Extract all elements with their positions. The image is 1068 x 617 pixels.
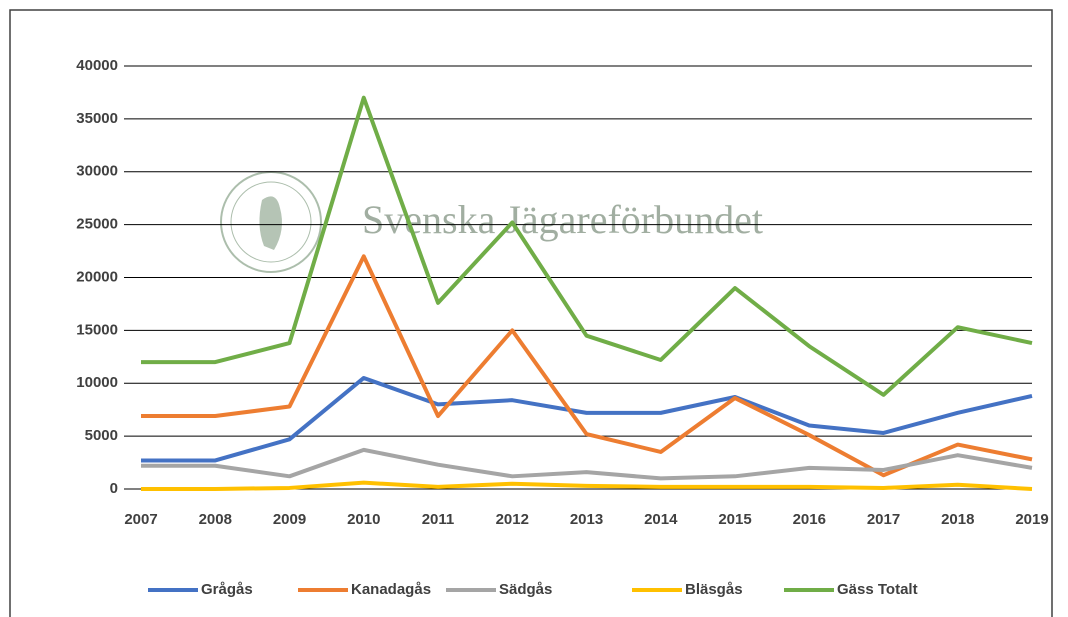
x-tick-label: 2009 bbox=[273, 511, 306, 528]
y-tick-label: 35000 bbox=[76, 110, 118, 127]
x-tick-label: 2018 bbox=[941, 511, 974, 528]
y-tick-label: 5000 bbox=[85, 427, 118, 444]
x-tick-label: 2010 bbox=[347, 511, 380, 528]
y-tick-label: 40000 bbox=[76, 57, 118, 74]
legend-label: Grågås bbox=[201, 581, 253, 598]
watermark-logo bbox=[220, 171, 322, 273]
series-line bbox=[141, 375, 1033, 463]
x-tick-label: 2012 bbox=[496, 511, 529, 528]
legend-label: Bläsgås bbox=[685, 581, 743, 598]
y-tick-label: 15000 bbox=[76, 321, 118, 338]
series-line bbox=[141, 95, 1033, 397]
y-tick-label: 20000 bbox=[76, 268, 118, 285]
series-line bbox=[141, 480, 1033, 491]
series-line bbox=[141, 447, 1033, 481]
series-line bbox=[141, 254, 1033, 478]
y-tick-label: 25000 bbox=[76, 216, 118, 233]
legend-label: Gäss Totalt bbox=[837, 581, 918, 598]
x-tick-label: 2017 bbox=[867, 511, 900, 528]
y-tick-label: 0 bbox=[110, 480, 118, 497]
x-tick-label: 2014 bbox=[644, 511, 678, 528]
watermark-text: Svenska Jägareförbundet bbox=[362, 197, 763, 242]
x-tick-label: 2016 bbox=[793, 511, 826, 528]
legend-label: Sädgås bbox=[499, 581, 552, 598]
x-tick-label: 2015 bbox=[718, 511, 751, 528]
legend-label: Kanadagås bbox=[351, 581, 431, 598]
x-tick-label: 2007 bbox=[124, 511, 157, 528]
x-tick-label: 2008 bbox=[199, 511, 232, 528]
frame bbox=[9, 9, 1053, 617]
x-tick-label: 2019 bbox=[1015, 511, 1048, 528]
y-tick-label: 10000 bbox=[76, 374, 118, 391]
y-tick-label: 30000 bbox=[76, 163, 118, 180]
x-tick-label: 2011 bbox=[422, 511, 455, 528]
x-tick-label: 2013 bbox=[570, 511, 603, 528]
